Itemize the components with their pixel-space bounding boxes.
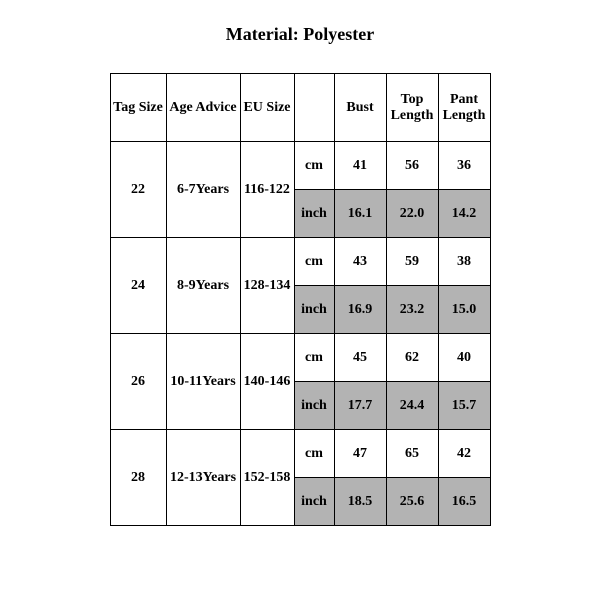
- cell-pant-inch: 15.0: [438, 286, 490, 334]
- cell-bust-cm: 43: [334, 238, 386, 286]
- cell-pant-inch: 16.5: [438, 478, 490, 526]
- cell-bust-cm: 41: [334, 142, 386, 190]
- page: Material: Polyester Tag Size Age Advice …: [0, 0, 600, 600]
- col-header-bust: Bust: [334, 74, 386, 142]
- cell-pant-inch: 14.2: [438, 190, 490, 238]
- cell-pant-cm: 40: [438, 334, 490, 382]
- cell-bust-cm: 47: [334, 430, 386, 478]
- cell-bust-inch: 16.9: [334, 286, 386, 334]
- cell-unit-inch: inch: [294, 478, 334, 526]
- size-chart-table: Tag Size Age Advice EU Size Bust Top Len…: [110, 73, 491, 526]
- cell-top-inch: 24.4: [386, 382, 438, 430]
- cell-age-advice: 8-9Years: [166, 238, 240, 334]
- cell-top-inch: 23.2: [386, 286, 438, 334]
- cell-eu-size: 116-122: [240, 142, 294, 238]
- col-header-tag-size: Tag Size: [110, 74, 166, 142]
- cell-pant-cm: 42: [438, 430, 490, 478]
- cell-pant-cm: 38: [438, 238, 490, 286]
- cell-top-cm: 59: [386, 238, 438, 286]
- cell-pant-inch: 15.7: [438, 382, 490, 430]
- page-title: Material: Polyester: [0, 24, 600, 45]
- cell-top-cm: 62: [386, 334, 438, 382]
- cell-bust-inch: 16.1: [334, 190, 386, 238]
- table-row: 28 12-13Years 152-158 cm 47 65 42: [110, 430, 490, 478]
- cell-unit-inch: inch: [294, 382, 334, 430]
- cell-unit-inch: inch: [294, 286, 334, 334]
- cell-tag-size: 22: [110, 142, 166, 238]
- cell-tag-size: 28: [110, 430, 166, 526]
- table-header-row: Tag Size Age Advice EU Size Bust Top Len…: [110, 74, 490, 142]
- cell-top-inch: 22.0: [386, 190, 438, 238]
- cell-bust-inch: 18.5: [334, 478, 386, 526]
- col-header-unit: [294, 74, 334, 142]
- table-row: 22 6-7Years 116-122 cm 41 56 36: [110, 142, 490, 190]
- cell-top-cm: 65: [386, 430, 438, 478]
- col-header-top-length: Top Length: [386, 74, 438, 142]
- cell-bust-cm: 45: [334, 334, 386, 382]
- cell-unit-cm: cm: [294, 238, 334, 286]
- table-row: 26 10-11Years 140-146 cm 45 62 40: [110, 334, 490, 382]
- cell-unit-cm: cm: [294, 142, 334, 190]
- col-header-eu-size: EU Size: [240, 74, 294, 142]
- cell-top-cm: 56: [386, 142, 438, 190]
- col-header-age-advice: Age Advice: [166, 74, 240, 142]
- col-header-pant-length: Pant Length: [438, 74, 490, 142]
- cell-tag-size: 26: [110, 334, 166, 430]
- cell-top-inch: 25.6: [386, 478, 438, 526]
- cell-pant-cm: 36: [438, 142, 490, 190]
- cell-eu-size: 140-146: [240, 334, 294, 430]
- cell-age-advice: 12-13Years: [166, 430, 240, 526]
- cell-age-advice: 10-11Years: [166, 334, 240, 430]
- cell-bust-inch: 17.7: [334, 382, 386, 430]
- cell-tag-size: 24: [110, 238, 166, 334]
- cell-unit-inch: inch: [294, 190, 334, 238]
- cell-eu-size: 128-134: [240, 238, 294, 334]
- cell-unit-cm: cm: [294, 430, 334, 478]
- cell-eu-size: 152-158: [240, 430, 294, 526]
- cell-unit-cm: cm: [294, 334, 334, 382]
- cell-age-advice: 6-7Years: [166, 142, 240, 238]
- table-body: 22 6-7Years 116-122 cm 41 56 36 inch 16.…: [110, 142, 490, 526]
- table-row: 24 8-9Years 128-134 cm 43 59 38: [110, 238, 490, 286]
